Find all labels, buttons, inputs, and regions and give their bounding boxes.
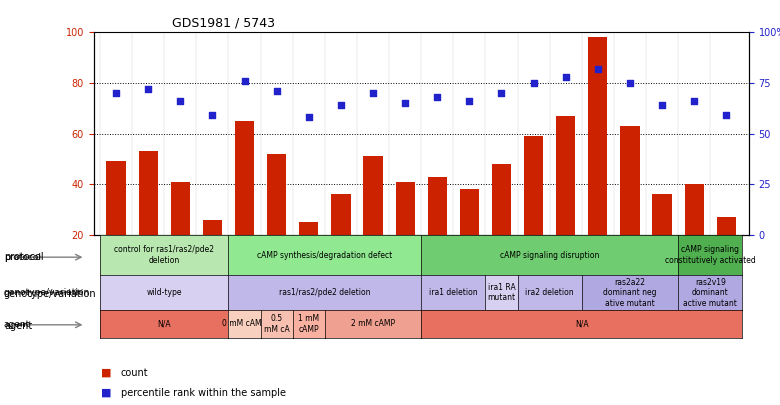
- Text: 0 mM cAMP: 0 mM cAMP: [222, 320, 267, 328]
- Text: genotype/variation: genotype/variation: [4, 288, 90, 297]
- Bar: [363, 156, 383, 286]
- Point: [110, 90, 122, 96]
- Text: GDS1981 / 5743: GDS1981 / 5743: [172, 17, 275, 30]
- Bar: [652, 194, 672, 286]
- Bar: [106, 162, 126, 286]
- Bar: [492, 164, 511, 286]
- Point: [335, 102, 347, 109]
- Text: agent: agent: [4, 321, 32, 331]
- Bar: [332, 194, 350, 286]
- Text: ras1/ras2/pde2 deletion: ras1/ras2/pde2 deletion: [279, 288, 370, 297]
- Point: [142, 86, 154, 92]
- Bar: [267, 154, 286, 286]
- Point: [174, 98, 186, 104]
- Point: [624, 80, 636, 86]
- Text: agent: agent: [4, 320, 30, 329]
- Text: cAMP signaling disruption: cAMP signaling disruption: [500, 251, 599, 260]
- Bar: [524, 136, 543, 286]
- Point: [656, 102, 668, 109]
- Bar: [139, 151, 158, 286]
- Text: protocol: protocol: [4, 252, 44, 262]
- Bar: [620, 126, 640, 286]
- Point: [559, 74, 572, 80]
- Text: N/A: N/A: [575, 320, 589, 328]
- Text: ■: ■: [101, 388, 112, 398]
- Bar: [459, 190, 479, 286]
- Text: ira1 RA
mutant: ira1 RA mutant: [488, 283, 516, 302]
- Point: [527, 80, 540, 86]
- Point: [367, 90, 379, 96]
- Text: 1 mM
cAMP: 1 mM cAMP: [298, 314, 319, 334]
- Text: cAMP synthesis/degradation defect: cAMP synthesis/degradation defect: [257, 251, 392, 260]
- Bar: [556, 116, 576, 286]
- Text: ■: ■: [101, 368, 112, 377]
- Text: cAMP signaling
constitutively activated: cAMP signaling constitutively activated: [665, 245, 756, 265]
- Point: [206, 112, 218, 119]
- Point: [303, 114, 315, 121]
- Point: [431, 94, 444, 100]
- Text: ira2 deletion: ira2 deletion: [526, 288, 574, 297]
- Point: [239, 78, 251, 84]
- Point: [688, 98, 700, 104]
- Point: [720, 112, 732, 119]
- Text: 0.5
mM cA: 0.5 mM cA: [264, 314, 289, 334]
- Text: genotype/variation: genotype/variation: [4, 289, 97, 298]
- Text: count: count: [121, 368, 148, 377]
- Text: N/A: N/A: [158, 320, 171, 328]
- Text: control for ras1/ras2/pde2
deletion: control for ras1/ras2/pde2 deletion: [114, 245, 214, 265]
- Bar: [235, 121, 254, 286]
- Text: protocol: protocol: [4, 253, 41, 262]
- Point: [271, 88, 283, 94]
- Text: ras2v19
dominant
active mutant: ras2v19 dominant active mutant: [683, 278, 737, 307]
- Text: wild-type: wild-type: [147, 288, 182, 297]
- Text: ras2a22
dominant neg
ative mutant: ras2a22 dominant neg ative mutant: [603, 278, 657, 307]
- Bar: [717, 217, 736, 286]
- Bar: [395, 182, 415, 286]
- Text: percentile rank within the sample: percentile rank within the sample: [121, 388, 286, 398]
- Bar: [427, 177, 447, 286]
- Bar: [588, 37, 608, 286]
- Bar: [203, 220, 222, 286]
- Text: ira1 deletion: ira1 deletion: [429, 288, 477, 297]
- Bar: [171, 182, 190, 286]
- Point: [463, 98, 476, 104]
- Point: [495, 90, 508, 96]
- Bar: [300, 222, 318, 286]
- Bar: [685, 184, 704, 286]
- Point: [591, 66, 604, 72]
- Point: [399, 100, 411, 107]
- Text: 2 mM cAMP: 2 mM cAMP: [351, 320, 395, 328]
